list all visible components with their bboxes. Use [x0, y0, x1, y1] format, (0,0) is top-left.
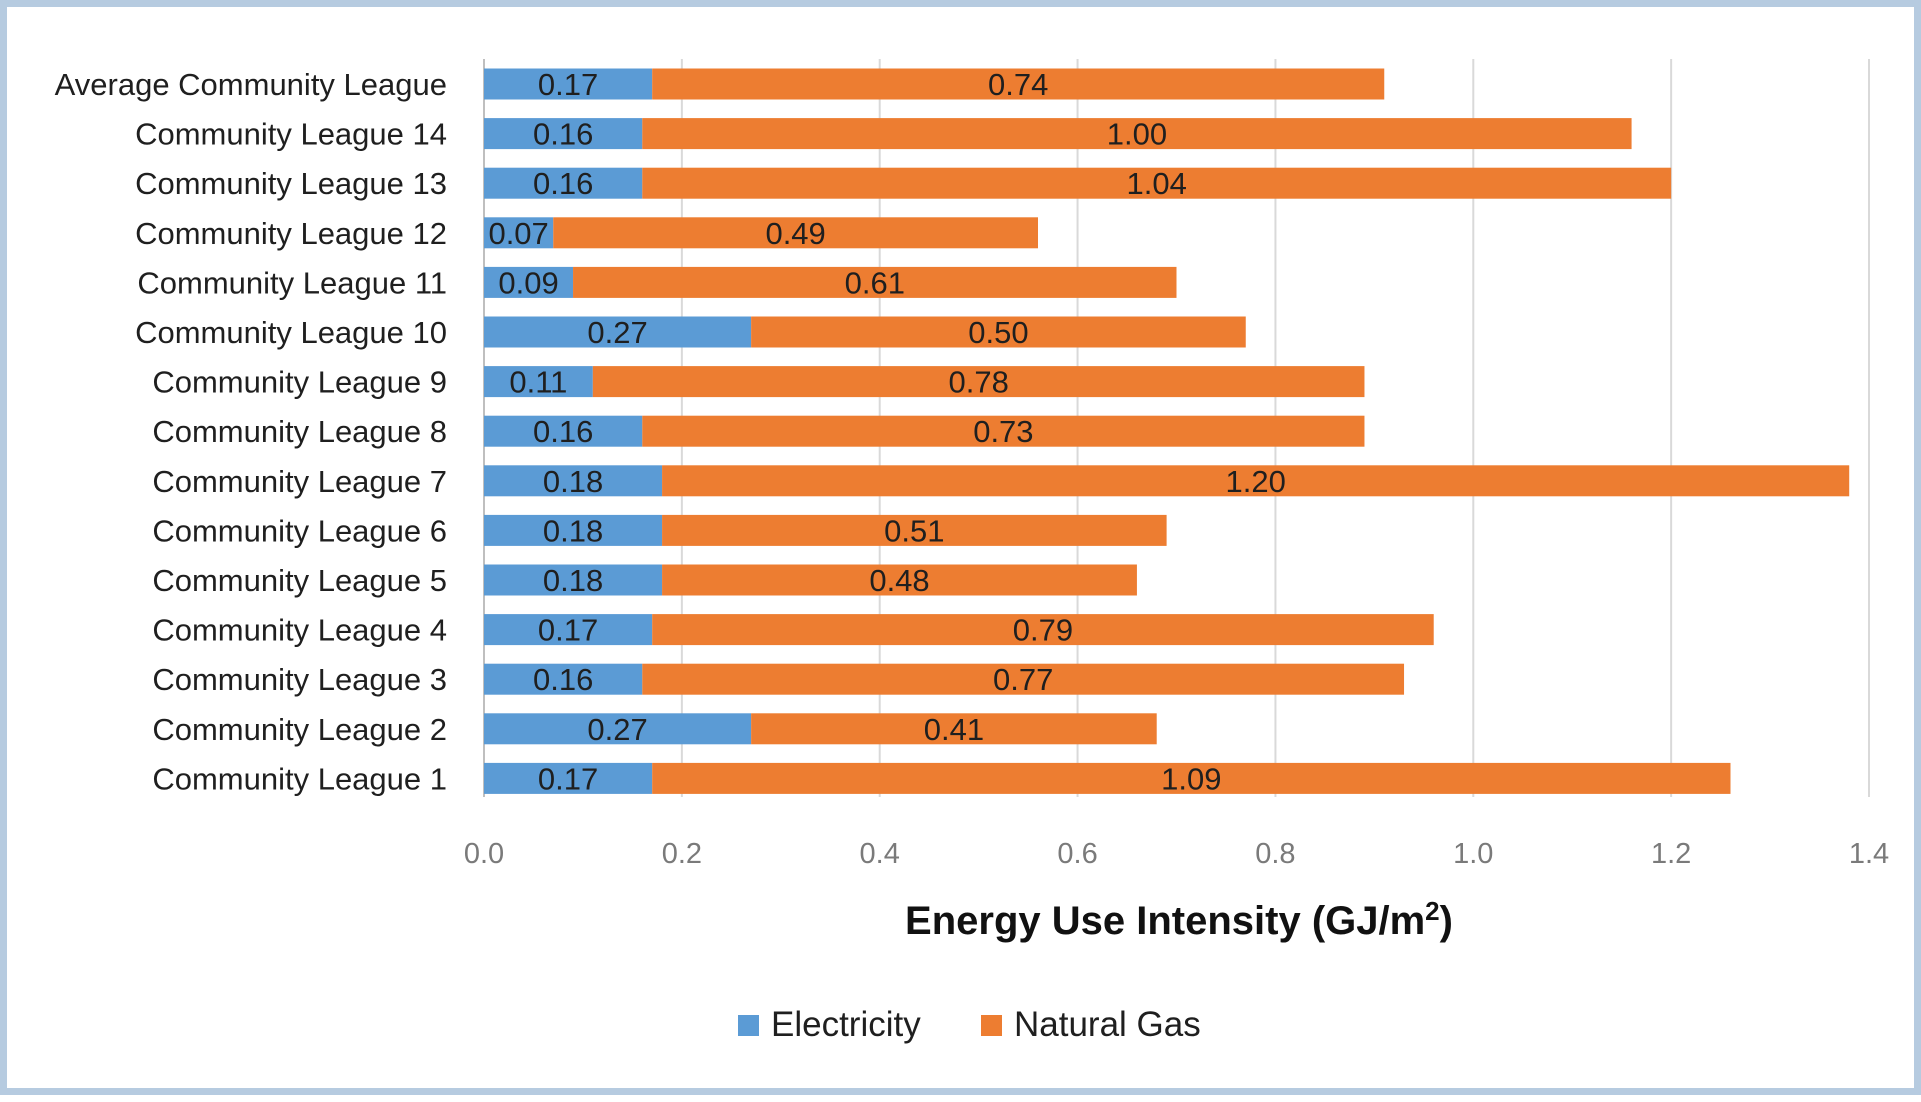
- category-label: Community League 11: [137, 265, 447, 300]
- data-label: 0.16: [533, 117, 593, 152]
- data-label: 0.18: [543, 464, 603, 499]
- category-label: Community League 4: [152, 613, 447, 648]
- category-label: Community League 14: [135, 117, 447, 152]
- bar-electricity: [484, 415, 643, 447]
- category-label: Community League 8: [152, 414, 447, 449]
- bar-electricity: [484, 564, 663, 596]
- data-label: 0.11: [509, 365, 567, 400]
- data-label: 0.73: [973, 414, 1033, 449]
- x-axis-title-main: Energy Use Intensity (GJ/m: [905, 899, 1425, 943]
- bar-natural-gas: [652, 614, 1434, 646]
- data-label: 0.17: [538, 613, 598, 648]
- x-axis-title-superscript: 2: [1425, 896, 1439, 926]
- data-label: 0.16: [533, 166, 593, 201]
- data-label: 0.18: [543, 563, 603, 598]
- category-label: Community League 10: [135, 315, 447, 350]
- bar-electricity: [484, 118, 643, 150]
- stacked-bar-chart: 0.17 0.740.16 1.000.16 1.040.07 0.490.09 0.61…: [55, 59, 1889, 1044]
- data-label: 0.16: [533, 662, 593, 697]
- data-label: 0.78: [948, 365, 1008, 400]
- data-label: 0.27: [587, 315, 647, 350]
- bar-natural-gas: [553, 217, 1038, 249]
- data-label: 0.09: [498, 265, 558, 300]
- x-axis-title-end: ): [1440, 899, 1453, 943]
- category-label: Community League 9: [152, 365, 447, 400]
- data-label: 0.61: [845, 265, 905, 300]
- data-label: 0.41: [924, 712, 984, 747]
- bar-electricity: [484, 713, 752, 745]
- data-label: 1.20: [1225, 464, 1285, 499]
- data-label: 0.18: [543, 513, 603, 548]
- data-label: 0.07: [488, 216, 548, 251]
- category-label: Community League 5: [152, 563, 447, 598]
- legend: Electricity Natural Gas: [738, 1005, 1201, 1044]
- data-label: 0.49: [765, 216, 825, 251]
- data-label: 0.79: [1013, 613, 1073, 648]
- category-label: Community League 12: [135, 216, 447, 251]
- x-tick-label: 1.0: [1453, 838, 1493, 870]
- data-label: 0.48: [869, 563, 929, 598]
- category-label: Community League 13: [135, 166, 447, 201]
- bar-electricity: [484, 167, 643, 199]
- data-label: 0.77: [993, 662, 1053, 697]
- bar-natural-gas: [642, 118, 1632, 150]
- category-label: Community League 2: [152, 712, 447, 747]
- bar-electricity: [484, 465, 663, 497]
- bar-natural-gas: [642, 415, 1365, 447]
- data-label: 1.04: [1127, 166, 1187, 201]
- bar-electricity: [484, 217, 554, 249]
- bar-natural-gas: [652, 68, 1385, 100]
- bar-electricity: [484, 514, 663, 546]
- bar-electricity: [484, 614, 653, 646]
- x-tick-label: 1.2: [1651, 838, 1691, 870]
- bar-natural-gas: [751, 316, 1246, 348]
- data-label: 0.50: [968, 315, 1028, 350]
- data-label: 0.51: [884, 513, 944, 548]
- bar-natural-gas: [751, 713, 1157, 745]
- bar-natural-gas: [662, 465, 1850, 497]
- x-tick-labels: 0.0 0.2 0.4 0.6 0.8 1.0 1.2 1.4: [464, 838, 1889, 870]
- bar-electricity: [484, 663, 643, 695]
- data-label: 1.00: [1107, 117, 1167, 152]
- bar-electricity: [484, 266, 574, 298]
- category-label: Community League 1: [152, 761, 447, 796]
- category-label: Average Community League: [55, 67, 447, 102]
- bars: 0.17 0.74 0.16 1.00 0.16 1.04 0.07 0.49 0.09 0.61…: [484, 67, 1850, 796]
- bar-natural-gas: [662, 564, 1137, 596]
- legend-swatch-natural-gas: [981, 1015, 1002, 1036]
- category-label: Community League 3: [152, 662, 447, 697]
- x-tick-label: 0.2: [662, 838, 702, 870]
- bar-natural-gas: [573, 266, 1177, 298]
- bar-natural-gas: [652, 762, 1731, 794]
- x-tick-label: 0.8: [1255, 838, 1295, 870]
- category-label: Community League 7: [152, 464, 447, 499]
- x-tick-label: 0.4: [860, 838, 900, 870]
- bar-natural-gas: [642, 167, 1672, 199]
- bar-electricity: [484, 762, 653, 794]
- category-labels: Average Community League Community League…: [55, 67, 447, 796]
- category-label: Community League 6: [152, 513, 447, 548]
- legend-label: Electricity: [771, 1005, 921, 1044]
- x-tick-label: 0.0: [464, 838, 504, 870]
- bar-natural-gas: [642, 663, 1405, 695]
- bar-electricity: [484, 366, 593, 398]
- bar-natural-gas: [592, 366, 1365, 398]
- data-label: 0.17: [538, 67, 598, 102]
- legend-swatch-electricity: [738, 1015, 759, 1036]
- x-tick-label: 0.6: [1057, 838, 1097, 870]
- data-label: 0.27: [587, 712, 647, 747]
- data-label: 0.16: [533, 414, 593, 449]
- bar-electricity: [484, 316, 752, 348]
- data-label: 0.74: [988, 67, 1048, 102]
- data-label: 1.09: [1161, 761, 1221, 796]
- data-label: 0.17: [538, 761, 598, 796]
- bar-natural-gas: [662, 514, 1167, 546]
- legend-label: Natural Gas: [1014, 1005, 1201, 1044]
- x-axis-title: Energy Use Intensity (GJ/m2): [905, 896, 1453, 943]
- x-tick-label: 1.4: [1849, 838, 1889, 870]
- bar-electricity: [484, 68, 653, 100]
